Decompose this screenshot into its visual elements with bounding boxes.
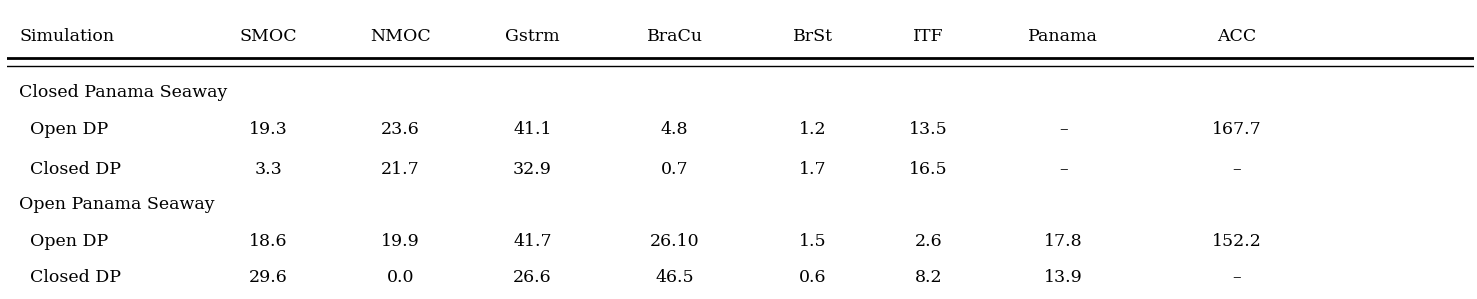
Text: 0.6: 0.6 [799, 269, 826, 286]
Text: Panama: Panama [1028, 28, 1099, 45]
Text: 46.5: 46.5 [656, 269, 694, 286]
Text: Open Panama Seaway: Open Panama Seaway [19, 196, 214, 213]
Text: Gstrm: Gstrm [505, 28, 560, 45]
Text: SMOC: SMOC [239, 28, 297, 45]
Text: 23.6: 23.6 [381, 121, 419, 138]
Text: BrSt: BrSt [793, 28, 833, 45]
Text: 32.9: 32.9 [513, 161, 552, 178]
Text: 3.3: 3.3 [254, 161, 282, 178]
Text: 8.2: 8.2 [914, 269, 942, 286]
Text: –: – [1232, 161, 1241, 178]
Text: 17.8: 17.8 [1044, 233, 1083, 250]
Text: Closed Panama Seaway: Closed Panama Seaway [19, 84, 227, 100]
Text: 19.9: 19.9 [381, 233, 419, 250]
Text: 26.10: 26.10 [650, 233, 700, 250]
Text: 13.5: 13.5 [908, 121, 948, 138]
Text: 0.7: 0.7 [660, 161, 688, 178]
Text: 18.6: 18.6 [250, 233, 288, 250]
Text: 167.7: 167.7 [1211, 121, 1261, 138]
Text: Simulation: Simulation [19, 28, 114, 45]
Text: 41.1: 41.1 [513, 121, 552, 138]
Text: –: – [1059, 161, 1068, 178]
Text: –: – [1059, 121, 1068, 138]
Text: 152.2: 152.2 [1211, 233, 1261, 250]
Text: Closed DP: Closed DP [19, 161, 121, 178]
Text: 19.3: 19.3 [250, 121, 288, 138]
Text: 13.9: 13.9 [1044, 269, 1083, 286]
Text: 0.0: 0.0 [387, 269, 414, 286]
Text: 41.7: 41.7 [513, 233, 552, 250]
Text: 29.6: 29.6 [250, 269, 288, 286]
Text: 21.7: 21.7 [381, 161, 419, 178]
Text: BraCu: BraCu [647, 28, 703, 45]
Text: 2.6: 2.6 [914, 233, 942, 250]
Text: ITF: ITF [913, 28, 944, 45]
Text: 16.5: 16.5 [910, 161, 948, 178]
Text: Open DP: Open DP [19, 121, 108, 138]
Text: ACC: ACC [1217, 28, 1255, 45]
Text: Open DP: Open DP [19, 233, 108, 250]
Text: –: – [1232, 269, 1241, 286]
Text: 1.2: 1.2 [799, 121, 827, 138]
Text: NMOC: NMOC [371, 28, 431, 45]
Text: 1.7: 1.7 [799, 161, 827, 178]
Text: 4.8: 4.8 [662, 121, 688, 138]
Text: 26.6: 26.6 [513, 269, 552, 286]
Text: 1.5: 1.5 [799, 233, 827, 250]
Text: Closed DP: Closed DP [19, 269, 121, 286]
